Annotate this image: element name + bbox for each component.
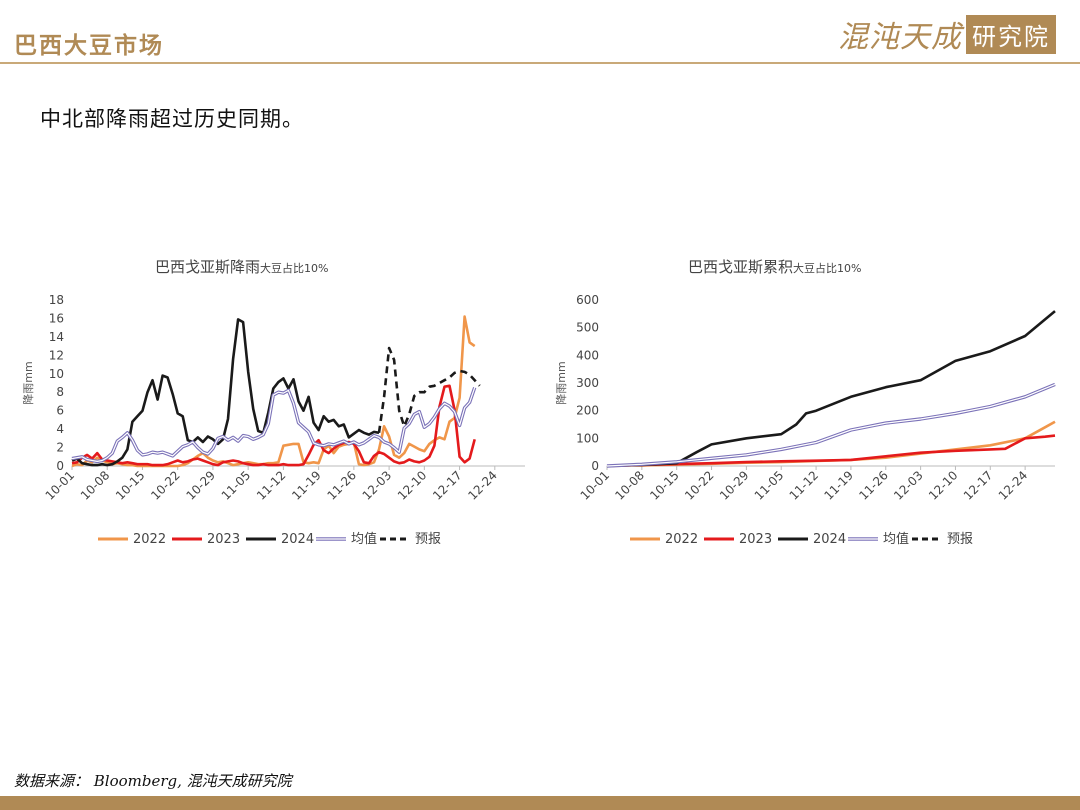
y-tick-label: 6 [56, 404, 64, 418]
x-tick-label: 10-08 [78, 468, 113, 503]
x-tick-label: 10-01 [578, 468, 613, 503]
x-tick-label: 12-17 [430, 468, 465, 503]
y-tick-label: 400 [576, 348, 599, 362]
x-tick-label: 10-15 [647, 468, 682, 503]
y-tick-label: 500 [576, 321, 599, 335]
x-tick-label: 11-05 [752, 468, 787, 503]
x-tick-label: 12-03 [360, 468, 395, 503]
slide-subtitle: 中北部降雨超过历史同期。 [40, 107, 304, 131]
x-tick-label: 10-29 [717, 468, 752, 503]
series-line-2023 [606, 434, 1056, 468]
y-tick-label: 600 [576, 293, 599, 307]
y-tick-label: 12 [49, 348, 64, 362]
cumulative-rainfall-chart: 巴西戈亚斯累积大豆占比10% 降雨mm 0 100 200 300 400 500 600 10-… [554, 258, 1056, 547]
company-logo: 混沌天成 研究院 [838, 14, 1056, 55]
x-tick-label: 11-26 [856, 468, 891, 503]
x-tick-label: 12-17 [961, 468, 996, 503]
legend-label: 2024 [813, 532, 846, 547]
y-tick-label: 16 [49, 311, 64, 325]
legend-label: 2024 [281, 532, 314, 547]
series-line-2023 [71, 384, 476, 467]
x-tick-label: 10-08 [612, 468, 647, 503]
x-tick-label: 11-19 [289, 468, 324, 503]
chart-title: 巴西戈亚斯降雨大豆占比10% [155, 258, 328, 276]
chart-title-main: 巴西戈亚斯降雨 [155, 258, 260, 276]
y-tick-label: 10 [49, 367, 64, 381]
y-axis-label: 降雨mm [554, 361, 568, 404]
legend-label: 2022 [133, 532, 166, 547]
chart-title-main: 巴西戈亚斯累积 [688, 258, 793, 276]
x-tick-label: 12-24 [465, 468, 500, 503]
x-tick-label: 11-19 [821, 468, 856, 503]
chart-title-note: 大豆占比10% [260, 261, 328, 275]
x-tick-label: 11-26 [324, 468, 359, 503]
y-tick-label: 2 [56, 441, 64, 455]
y-tick-label: 300 [576, 376, 599, 390]
x-tick-label: 10-29 [183, 468, 218, 503]
page-header-title: 巴西大豆市场 [14, 32, 164, 59]
x-tick-label: 10-22 [148, 468, 183, 503]
legend-label: 预报 [947, 532, 973, 547]
x-tick-label: 12-24 [996, 468, 1031, 503]
legend-label: 预报 [415, 532, 441, 547]
chart-title-note: 大豆占比10% [793, 261, 861, 275]
y-tick-label: 14 [49, 330, 64, 344]
x-tick-label: 10-22 [682, 468, 717, 503]
header-divider [0, 62, 1080, 64]
series-line-2024 [71, 318, 380, 467]
y-tick-label: 0 [56, 459, 64, 473]
chart-title: 巴西戈亚斯累积大豆占比10% [688, 258, 861, 276]
y-tick-label: 4 [56, 422, 64, 436]
x-tick-label: 11-12 [787, 468, 822, 503]
x-tick-label: 11-05 [219, 468, 254, 503]
x-tick-label: 12-10 [395, 468, 430, 503]
series-line-2024 [606, 310, 1056, 468]
y-tick-label: 0 [591, 459, 599, 473]
y-tick-label: 100 [576, 431, 599, 445]
series-line-avg-inner [606, 383, 1056, 467]
data-source-note: 数据来源： Bloomberg, 混沌天成研究院 [14, 772, 292, 790]
legend-label: 2023 [739, 532, 772, 547]
y-tick-label: 18 [49, 293, 64, 307]
footer-bar [0, 796, 1080, 810]
series-line-avg-inner [71, 387, 476, 462]
logo-script-text: 混沌天成 [838, 20, 962, 55]
legend-label: 2022 [665, 532, 698, 547]
legend-label: 均值 [351, 531, 377, 547]
x-tick-label: 12-10 [926, 468, 961, 503]
y-tick-label: 8 [56, 385, 64, 399]
x-tick-label: 10-01 [43, 468, 78, 503]
legend-label: 2023 [207, 532, 240, 547]
series-line-预报 [377, 346, 481, 433]
logo-box-text: 研究院 [966, 14, 1056, 54]
x-tick-label: 10-15 [113, 468, 148, 503]
x-tick-label: 11-12 [254, 468, 289, 503]
y-tick-label: 200 [576, 404, 599, 418]
legend-label: 均值 [883, 531, 909, 547]
y-axis-label: 降雨mm [21, 361, 35, 404]
series-line-avg-outer [606, 382, 1056, 468]
series-line-2022 [71, 315, 476, 468]
x-tick-label: 12-03 [891, 468, 926, 503]
